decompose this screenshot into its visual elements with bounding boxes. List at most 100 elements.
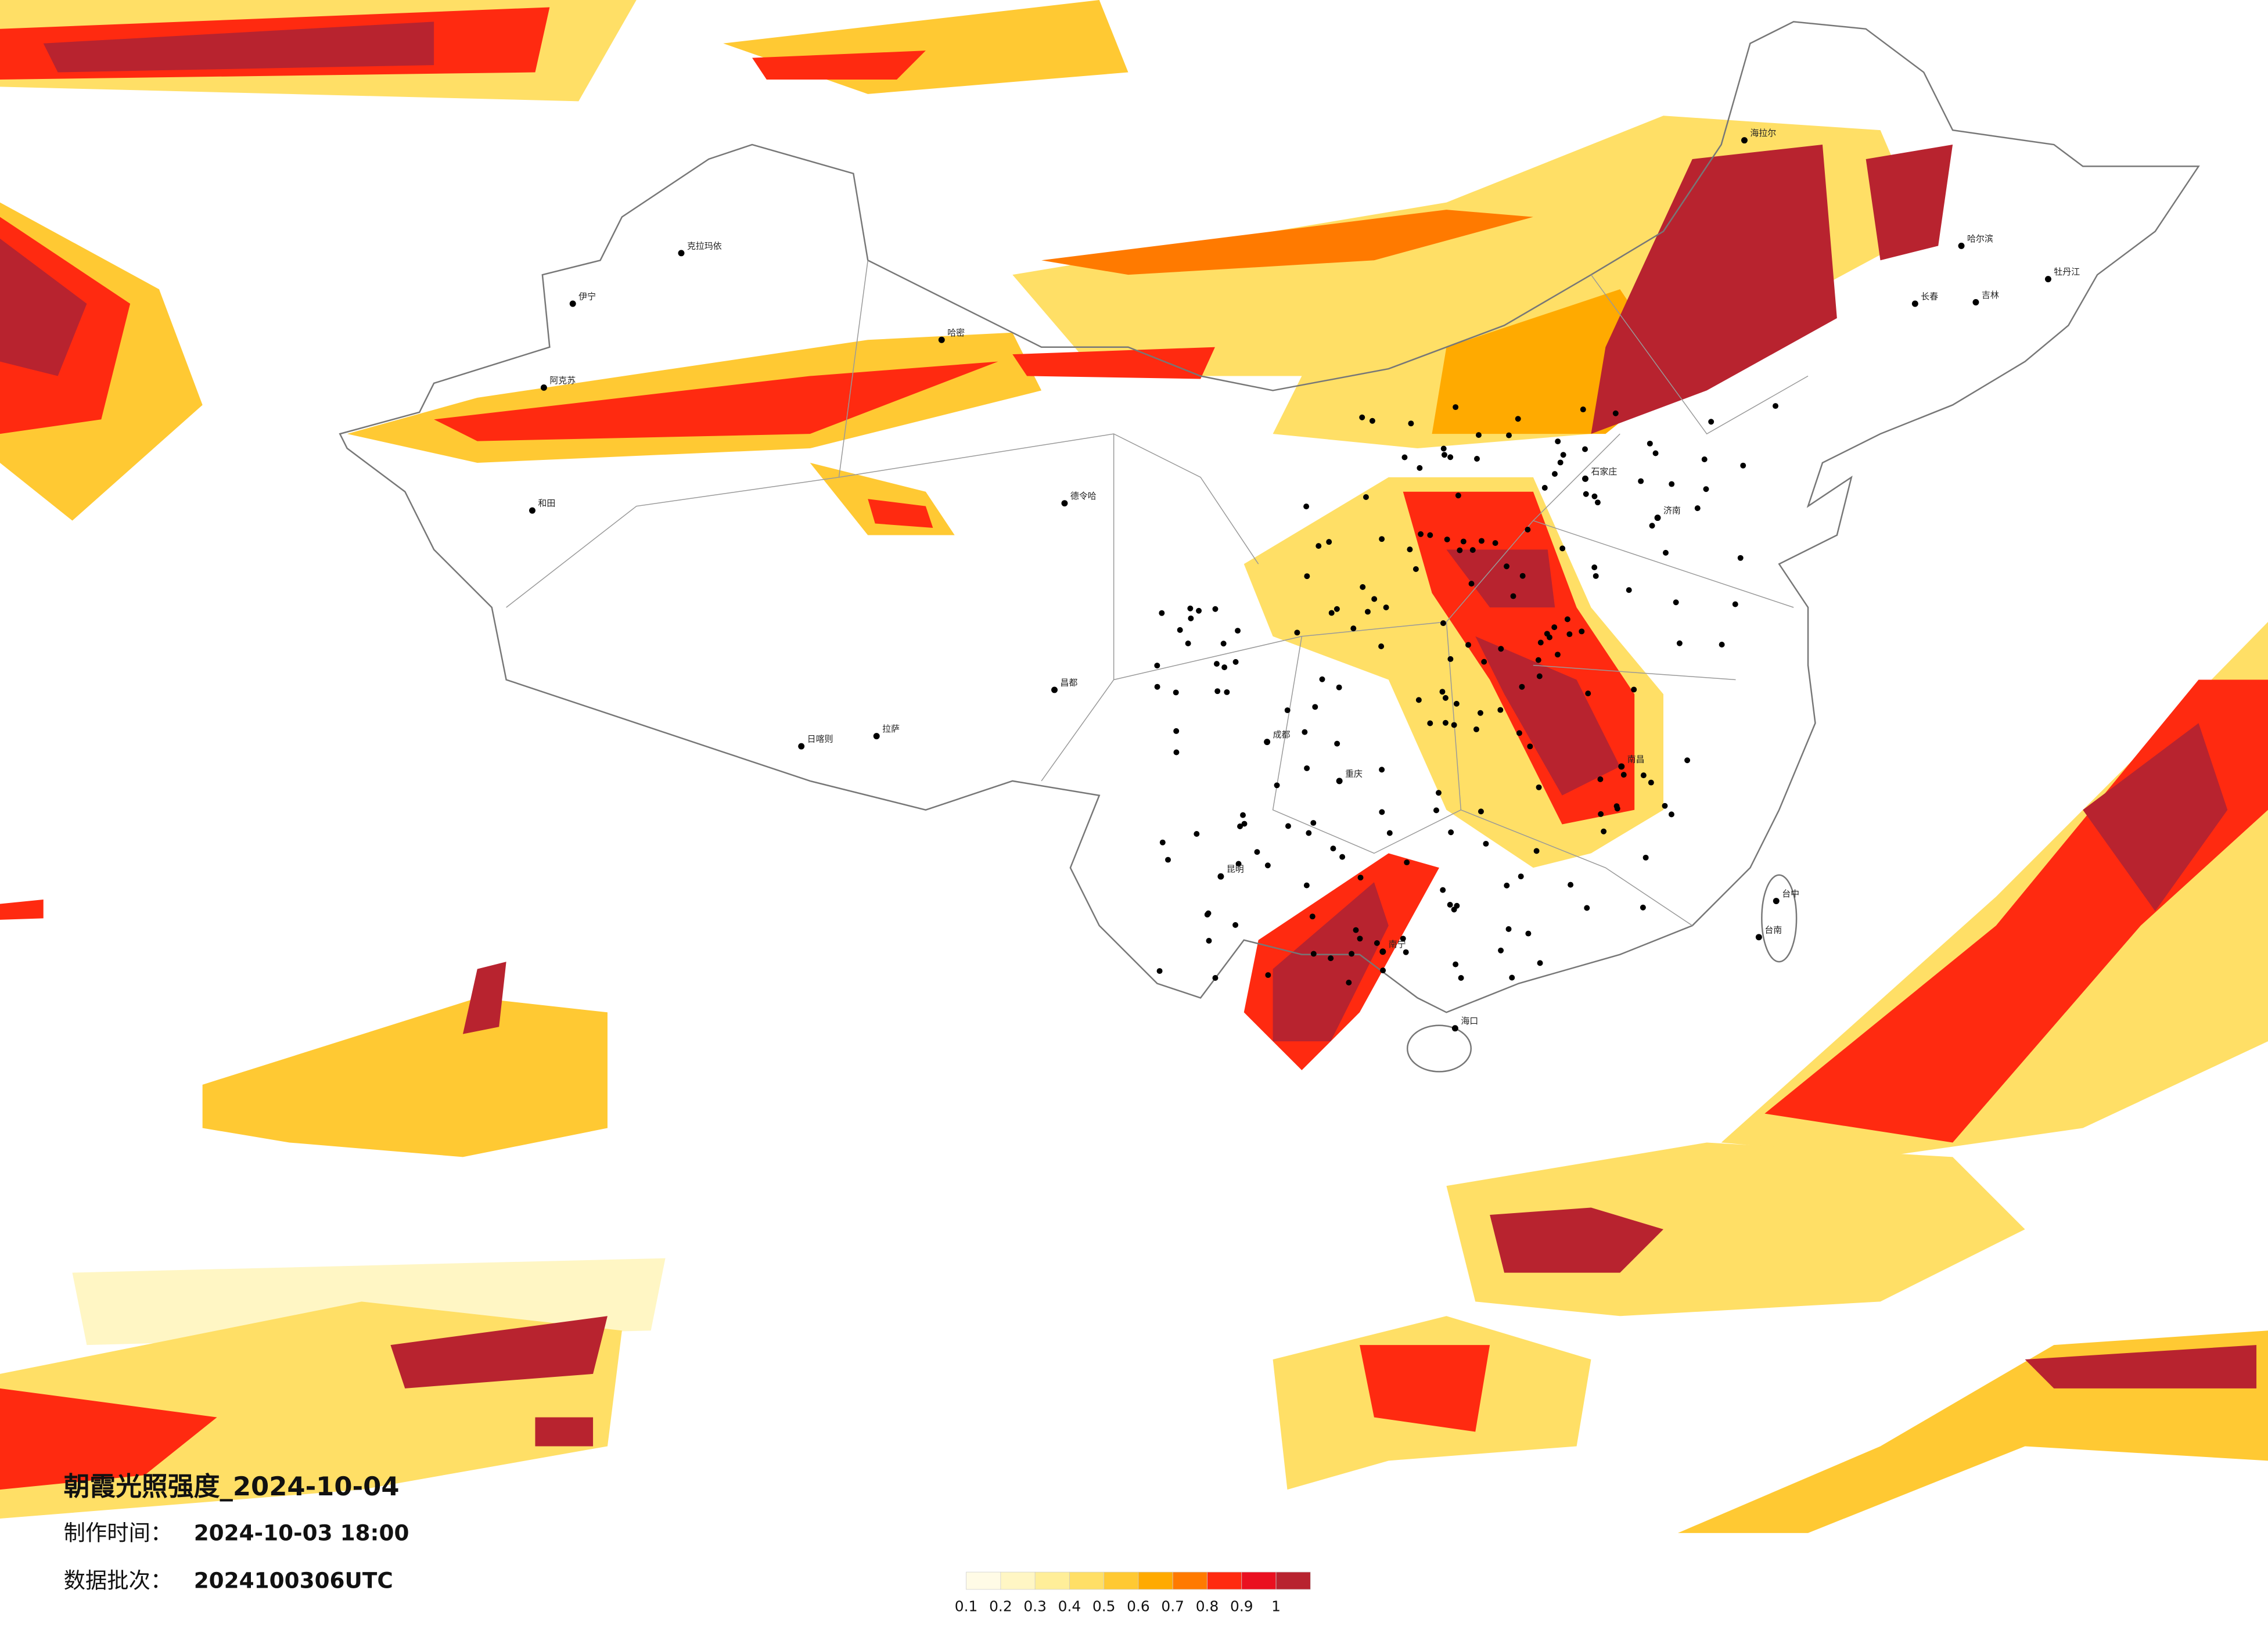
heat-region <box>462 962 506 1034</box>
city-dot <box>1541 485 1548 491</box>
city-dot <box>1640 904 1646 911</box>
city-dot <box>1613 803 1620 810</box>
city-dot <box>1217 873 1224 880</box>
legend-swatch <box>1207 1571 1242 1590</box>
city-dot <box>1703 486 1709 492</box>
legend-tick-label: 0.9 <box>1230 1598 1253 1614</box>
city-dot <box>1525 527 1531 533</box>
city-dot <box>1458 975 1464 981</box>
city-dot <box>1554 652 1561 658</box>
city-dot <box>1326 539 1332 545</box>
province-lines <box>506 260 1809 926</box>
city-label: 石家庄 <box>1591 466 1617 477</box>
heat-region <box>723 0 1128 94</box>
batch-value: 2024100306UTC <box>194 1568 393 1593</box>
city-dot <box>1460 538 1467 545</box>
city-dot <box>1154 663 1160 669</box>
city-dot <box>1519 684 1525 690</box>
city-dot <box>1701 456 1708 462</box>
city-dot <box>1911 300 1918 307</box>
city-dot <box>1601 828 1607 834</box>
city-dot <box>1564 616 1570 623</box>
legend-tick-label: 0.2 <box>989 1598 1012 1614</box>
city-dot <box>938 336 945 343</box>
heat-region <box>43 21 434 73</box>
legend-swatch <box>1138 1571 1173 1590</box>
city-dot <box>1309 913 1315 920</box>
city-dot <box>1676 640 1683 646</box>
city-dot <box>1213 661 1220 667</box>
city-dot <box>1440 445 1447 452</box>
city-label: 伊宁 <box>578 292 596 302</box>
city-dot <box>1551 471 1558 477</box>
city-dot <box>1537 960 1543 966</box>
city-label: 台中 <box>1782 888 1799 899</box>
city-dot <box>1220 641 1227 647</box>
city-dot <box>540 384 547 391</box>
city-dot <box>1737 555 1744 561</box>
city-dot <box>1315 543 1322 549</box>
city-dot <box>1498 646 1504 652</box>
city-dot <box>1504 882 1510 888</box>
city-dot <box>1478 808 1484 815</box>
city-dot <box>1505 926 1512 932</box>
hainan-outline <box>1406 1024 1472 1073</box>
city-dot <box>1212 606 1219 612</box>
city-dot <box>1310 820 1317 826</box>
city-dot <box>1159 839 1166 846</box>
city-dot <box>1444 536 1450 542</box>
city-dot <box>1224 689 1230 695</box>
country-outline <box>339 21 2200 1013</box>
city-dot <box>1303 503 1310 510</box>
city-dot <box>1378 643 1385 649</box>
city-label: 海拉尔 <box>1750 128 1776 138</box>
city-dot <box>1235 628 1241 634</box>
heat-region <box>0 238 87 376</box>
city-dot <box>1371 596 1378 602</box>
city-dot <box>1481 659 1487 665</box>
city-label: 重庆 <box>1345 768 1363 779</box>
heat-region <box>0 900 44 920</box>
city-dot <box>1536 673 1543 679</box>
legend-tick-label: 1 <box>1271 1598 1281 1614</box>
city-dot <box>1196 607 1202 614</box>
batch-label: 数据批次： <box>64 1568 172 1593</box>
city-dot <box>1597 776 1604 782</box>
city-dot <box>1360 584 1366 590</box>
city-dot <box>1580 406 1586 413</box>
legend-swatch <box>1000 1571 1036 1590</box>
heat-region <box>202 998 608 1157</box>
city-label: 哈密 <box>947 328 965 338</box>
city-dot <box>1173 728 1180 734</box>
city-dot <box>1264 862 1271 869</box>
city-dot <box>1447 454 1454 461</box>
city-label: 拉萨 <box>882 724 900 734</box>
heat-region <box>434 361 998 441</box>
city-label: 德令哈 <box>1070 491 1097 501</box>
city-dot <box>1740 462 1746 469</box>
city-dot <box>1455 492 1461 499</box>
city-dot <box>1773 403 1778 409</box>
city-label: 吉林 <box>1982 290 1999 300</box>
city-dot <box>1475 432 1482 438</box>
city-dot <box>1304 573 1310 580</box>
city-dot <box>1206 938 1212 944</box>
city-dot <box>1516 730 1522 736</box>
city-dot <box>1598 811 1604 817</box>
city-dot <box>1509 974 1515 981</box>
city-label: 阿克苏 <box>549 375 576 386</box>
city-dot <box>1612 410 1619 416</box>
city-dot <box>678 250 685 257</box>
city-dot <box>1264 739 1271 746</box>
city-dot <box>1498 947 1504 954</box>
city-dot <box>1668 811 1674 818</box>
legend-tick-label: 0.8 <box>1196 1598 1219 1614</box>
city-dot <box>1640 772 1647 779</box>
city-dot <box>1594 499 1601 506</box>
city-dot <box>1649 523 1655 529</box>
city-dot <box>1451 722 1457 728</box>
city-dot <box>1620 772 1627 778</box>
city-label: 海口 <box>1461 1016 1478 1026</box>
city-dot <box>1364 609 1371 615</box>
